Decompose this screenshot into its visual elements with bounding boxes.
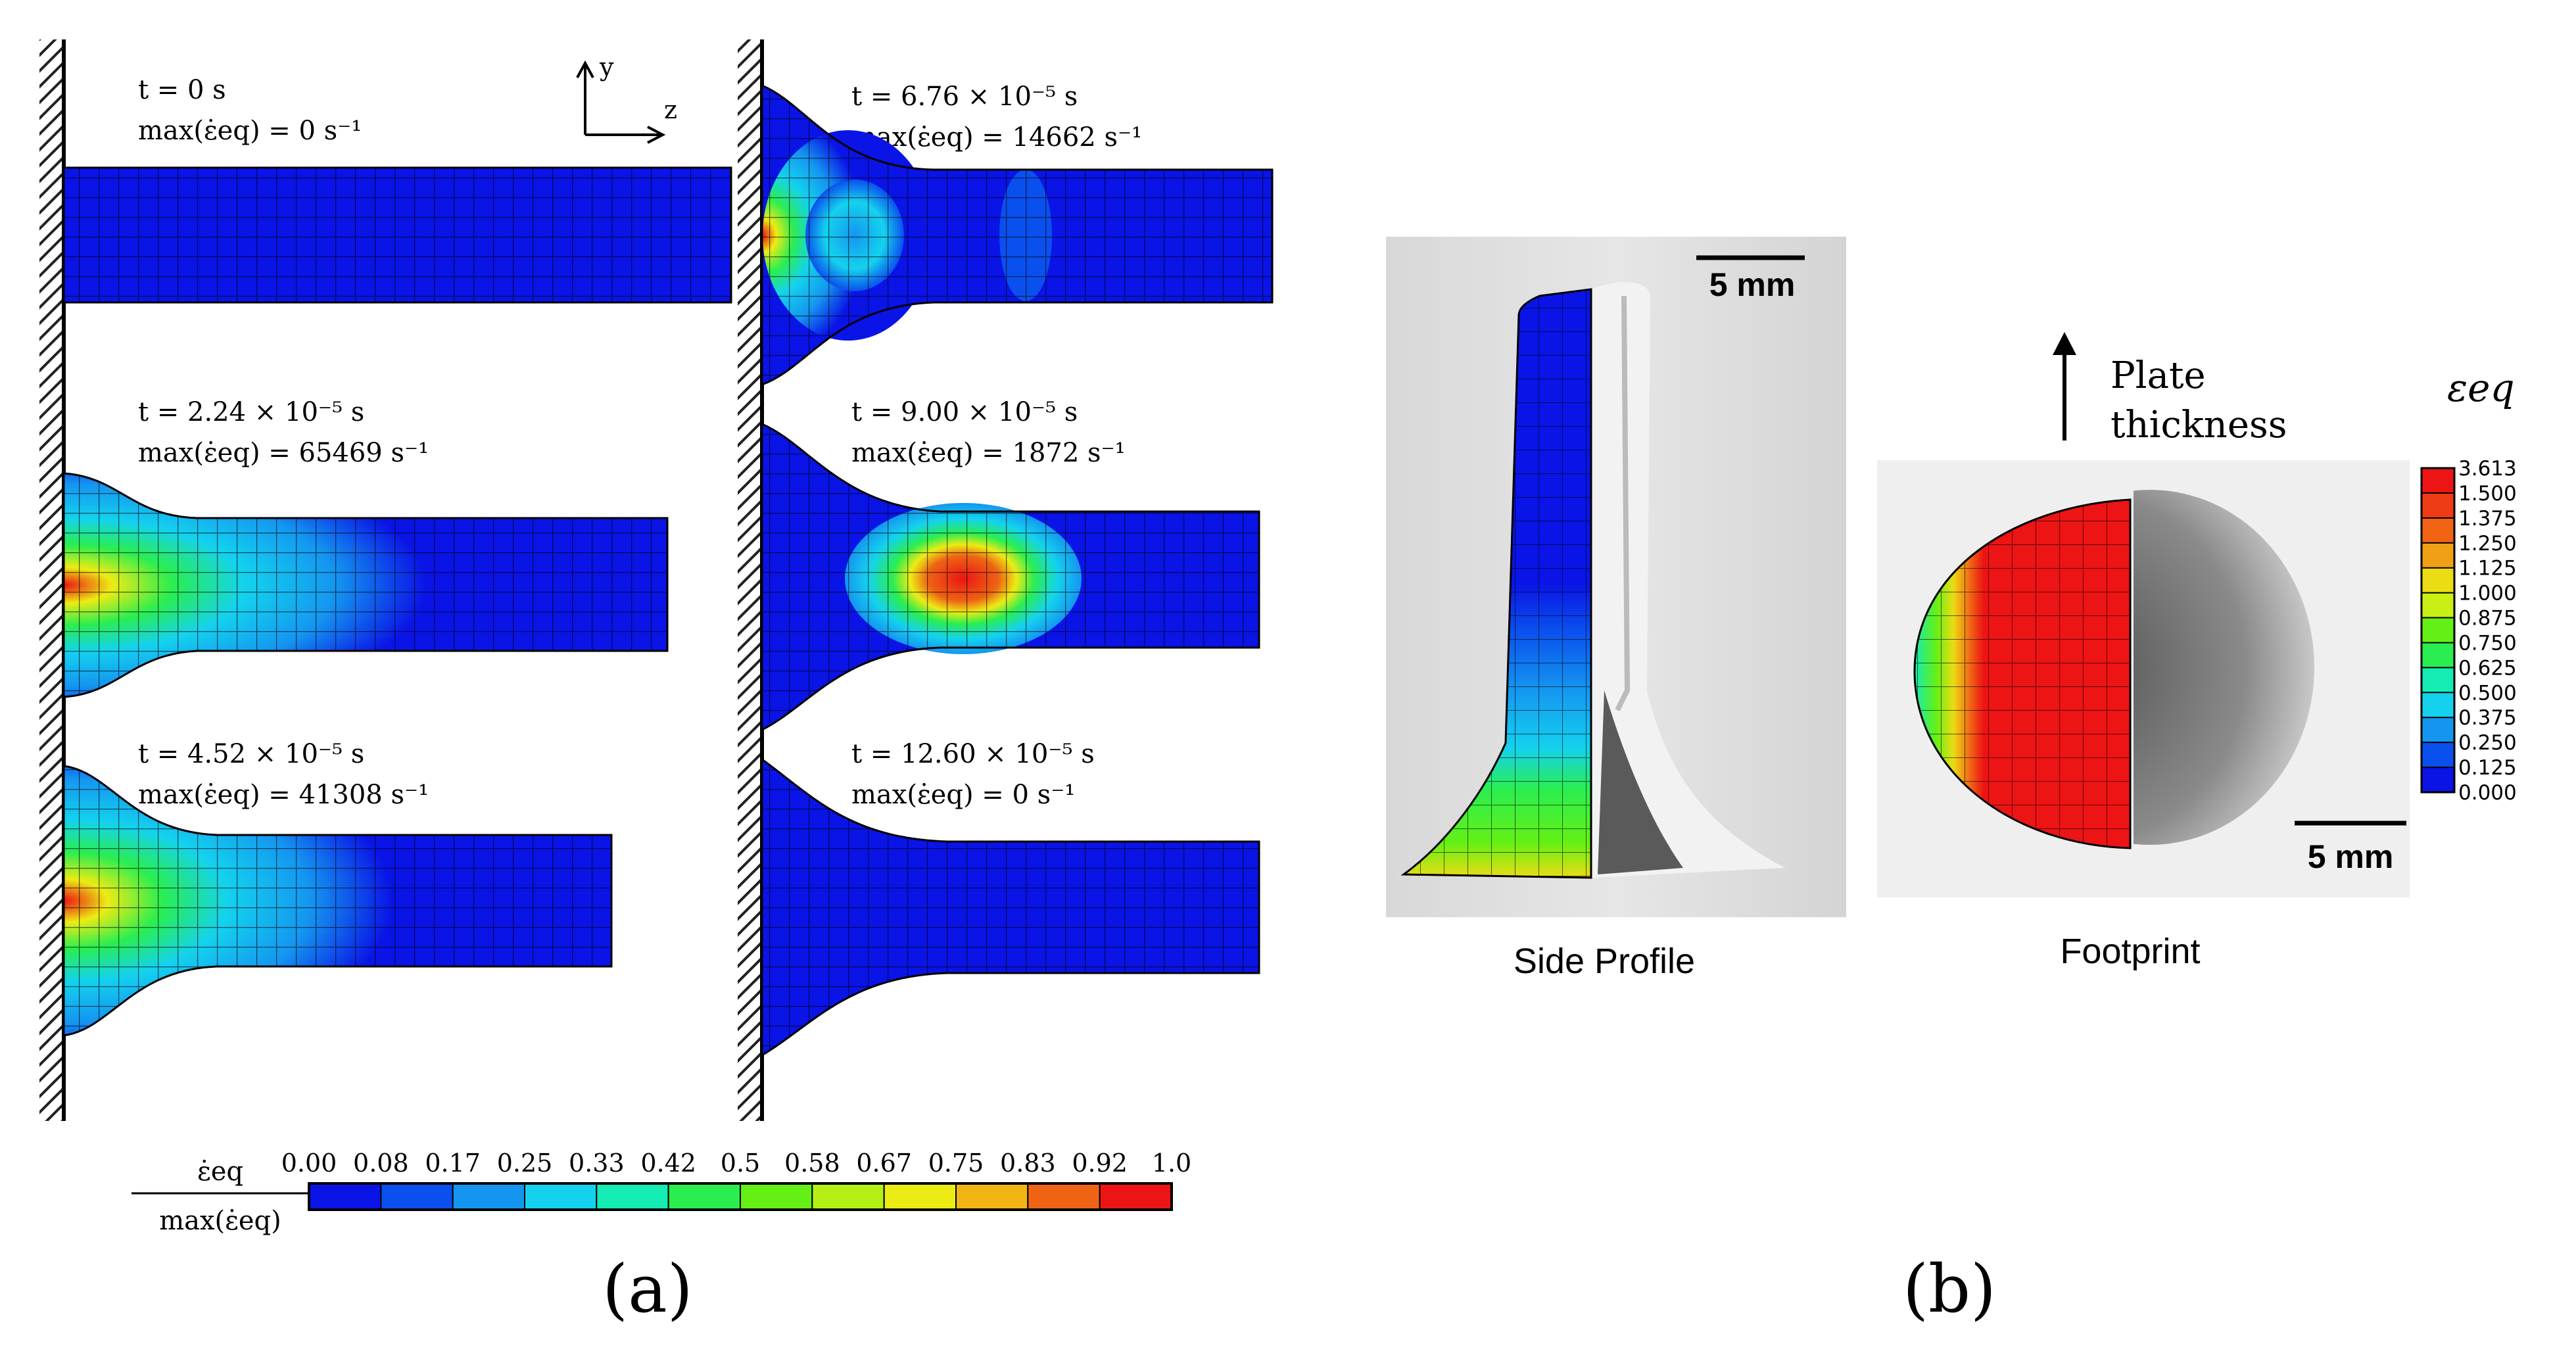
colorbar-a-tick: 0.83 — [1000, 1149, 1056, 1178]
snapshot-2: t = 2.24 × 10⁻⁵ s max(ε̇eq) = 65469 s⁻¹ — [62, 397, 669, 698]
colorbar-a-tick: 0.08 — [353, 1149, 409, 1178]
colorbar-a-segment — [883, 1183, 957, 1210]
panel-b: 5 mm Side Profile Plate thickness 5 mm F… — [1386, 237, 2517, 1327]
strain-legend-segment — [2421, 592, 2454, 618]
colorbar-a-tick: 0.58 — [784, 1149, 840, 1178]
snapshot-1: t = 0 s max(ε̇eq) = 0 s⁻¹ — [62, 75, 732, 304]
strain-legend-tick: 0.125 — [2458, 756, 2517, 780]
footprint-caption: Footprint — [2060, 932, 2200, 971]
strain-legend-tick: 1.125 — [2458, 557, 2517, 581]
strain-legend-tick: 1.000 — [2458, 582, 2517, 606]
strain-legend-tick: 0.750 — [2458, 631, 2517, 655]
colorbar-a-segment — [740, 1183, 813, 1210]
strain-legend-segment — [2421, 492, 2454, 518]
colorbar-a-segment — [811, 1183, 885, 1210]
strain-legend-tick: 1.375 — [2458, 507, 2517, 531]
colorbar-a-tick: 1.0 — [1152, 1149, 1191, 1178]
snapshot-6-rate: max(ε̇eq) = 0 s⁻¹ — [851, 780, 1075, 810]
colorbar-label-denominator: max(ε̇eq) — [159, 1206, 281, 1236]
strain-legend-segment — [2421, 692, 2454, 718]
strain-legend-ticks: 3.6131.5001.3751.2501.1251.0000.8750.750… — [2458, 457, 2517, 805]
colorbar-a-segment — [596, 1183, 669, 1210]
strain-legend-segment — [2421, 617, 2454, 643]
colorbar-label-numerator: ε̇eq — [197, 1156, 243, 1187]
snapshot-6: t = 12.60 × 10⁻⁵ s max(ε̇eq) = 0 s⁻¹ — [761, 739, 1260, 1057]
snapshot-3-time: t = 4.52 × 10⁻⁵ s — [138, 739, 364, 769]
snapshot-6-time: t = 12.60 × 10⁻⁵ s — [851, 739, 1095, 769]
colorbar-a-segment — [524, 1183, 598, 1210]
snapshot-5-rate: max(ε̇eq) = 1872 s⁻¹ — [851, 438, 1126, 468]
colorbar-a-tick: 0.00 — [281, 1149, 337, 1178]
axis-z-label: z — [664, 95, 677, 124]
snapshot-4-rate: max(ε̇eq) = 14662 s⁻¹ — [851, 122, 1142, 153]
strain-legend-segment — [2421, 567, 2454, 593]
axes-indicator: y z — [576, 53, 677, 144]
panel-a-label: (a) — [602, 1250, 693, 1327]
strain-legend-tick: 1.250 — [2458, 532, 2517, 556]
colorbar-a-segment — [1099, 1183, 1172, 1210]
strain-legend-tick: 0.250 — [2458, 731, 2517, 755]
strain-legend-segment — [2421, 642, 2454, 668]
arrow-head-icon — [2053, 332, 2076, 355]
left-wall-hatch — [39, 39, 64, 1121]
strain-legend-tick: 0.625 — [2458, 656, 2517, 680]
strain-legend-segment — [2421, 767, 2454, 792]
snapshot-3: t = 4.52 × 10⁻⁵ s max(ε̇eq) = 41308 s⁻¹ — [62, 739, 613, 1037]
strain-legend-tick: 0.375 — [2458, 706, 2517, 730]
strain-legend-segments — [2420, 467, 2456, 794]
strain-legend-segment — [2421, 468, 2454, 493]
strain-legend-tick: 0.500 — [2458, 681, 2517, 705]
snapshot-4-time: t = 6.76 × 10⁻⁵ s — [851, 82, 1078, 112]
colorbar-a-tick: 0.17 — [425, 1149, 481, 1178]
side-scale-label: 5 mm — [1709, 266, 1796, 303]
colorbar-a-tick: 0.67 — [856, 1149, 912, 1178]
colorbar-a-segment — [667, 1183, 742, 1210]
strain-legend-segment — [2421, 717, 2454, 743]
colorbar-a-segments — [308, 1182, 1173, 1211]
snapshot-1-time: t = 0 s — [138, 75, 226, 105]
panel-b-label: (b) — [1903, 1250, 1996, 1327]
strain-legend-segment — [2421, 542, 2454, 568]
colorbar-a-tick: 0.75 — [928, 1149, 984, 1178]
colorbar-a-segment — [955, 1183, 1029, 1210]
strain-legend-tick: 3.613 — [2458, 457, 2517, 481]
strain-legend-tick: 1.500 — [2458, 482, 2517, 506]
snapshot-5: t = 9.00 × 10⁻⁵ s max(ε̇eq) = 1872 s⁻¹ — [761, 397, 1260, 732]
colorbar-a-segment — [380, 1183, 454, 1210]
colorbar-a-tick: 0.92 — [1072, 1149, 1128, 1178]
snapshot-4: t = 6.76 × 10⁻⁵ s max(ε̇eq) = 14662 s⁻¹ — [761, 82, 1274, 387]
colorbar-a-segment — [1027, 1183, 1101, 1210]
side-profile-caption: Side Profile — [1514, 941, 1695, 981]
strain-legend-segment — [2421, 517, 2454, 543]
colorbar-a-tick: 0.42 — [640, 1149, 696, 1178]
strain-legend-tick: 0.875 — [2458, 607, 2517, 631]
plate-text-line2: thickness — [2111, 404, 2287, 446]
right-wall-hatch — [738, 39, 763, 1121]
colorbar-a-segment — [308, 1183, 382, 1210]
colorbar-a-tick: 0.5 — [721, 1149, 760, 1178]
snapshot-5-time: t = 9.00 × 10⁻⁵ s — [851, 397, 1078, 427]
snapshot-1-rate: max(ε̇eq) = 0 s⁻¹ — [138, 116, 362, 146]
colorbar-a-ticks: 0.00 0.08 0.17 0.25 0.33 0.42 0.5 0.58 0.67 0.75 0… — [281, 1149, 1192, 1178]
colorbar-a-segment — [452, 1183, 526, 1210]
colorbar-a-tick: 0.25 — [497, 1149, 553, 1178]
snapshot-3-rate: max(ε̇eq) = 41308 s⁻¹ — [138, 780, 429, 810]
strain-rate-colorbar: ε̇eq max(ε̇eq) 0.00 0.08 0.17 0.25 0.33 0.42 0… — [131, 1149, 1191, 1236]
footprint-scale-label: 5 mm — [2308, 838, 2394, 875]
panel-a: y z t = 0 s max(ε̇eq) = 0 s⁻¹ t = 2.24 ×… — [39, 39, 1274, 1327]
strain-legend-segment — [2421, 742, 2454, 768]
colorbar-a-tick: 0.33 — [569, 1149, 625, 1178]
strain-legend-title: εeq — [2447, 366, 2515, 410]
side-photo-specimen — [1591, 282, 1785, 878]
strain-legend-segment — [2421, 667, 2454, 693]
axis-y-label: y — [599, 53, 614, 82]
plate-text-line1: Plate — [2111, 354, 2206, 397]
snapshot-2-time: t = 2.24 × 10⁻⁵ s — [138, 397, 364, 427]
strain-legend-tick: 0.000 — [2458, 781, 2517, 805]
snapshot-2-rate: max(ε̇eq) = 65469 s⁻¹ — [138, 438, 429, 468]
